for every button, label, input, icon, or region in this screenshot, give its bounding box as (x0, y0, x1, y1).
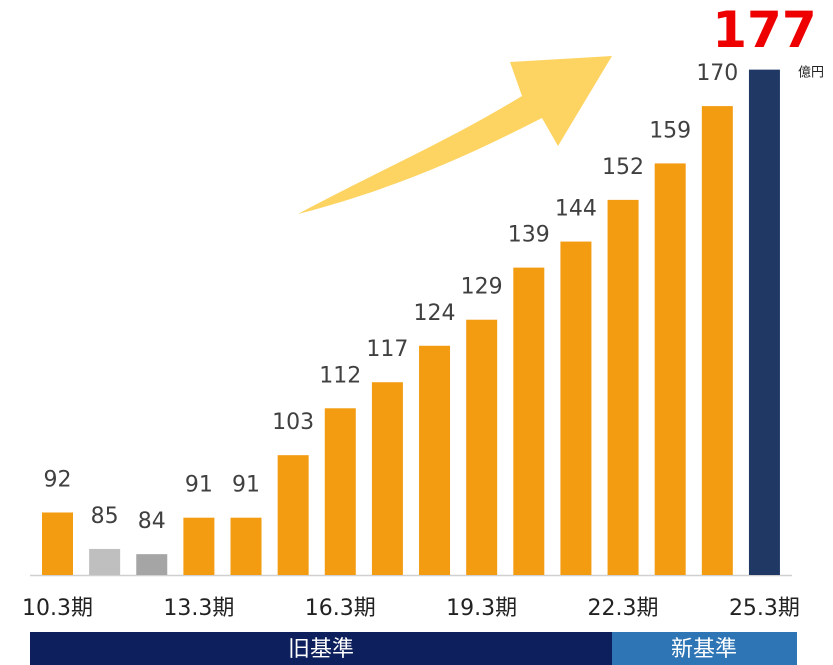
value-label: 85 (91, 504, 119, 529)
value-label: 144 (555, 197, 597, 222)
value-label: 103 (272, 410, 314, 435)
value-label-highlight: 177 (712, 1, 816, 59)
band-new-label: 新基準 (671, 637, 737, 662)
bar (371, 382, 403, 575)
unit-label: 億円 (798, 65, 824, 81)
value-label: 152 (602, 155, 644, 180)
band-new (612, 632, 797, 665)
value-label: 91 (185, 473, 213, 498)
value-label: 112 (319, 363, 361, 388)
x-tick-label: 16.3期 (305, 596, 376, 621)
value-label: 84 (138, 509, 166, 534)
bar (513, 267, 545, 575)
bar (277, 455, 309, 575)
x-tick-label: 19.3期 (446, 596, 517, 621)
bar (560, 241, 592, 575)
bar (136, 554, 168, 575)
value-label: 129 (461, 275, 503, 300)
bar (183, 517, 215, 575)
bar (701, 106, 733, 575)
bar (230, 517, 262, 575)
x-tick-label: 22.3期 (588, 596, 659, 621)
bar (89, 548, 121, 575)
x-tick-label: 25.3期 (729, 596, 800, 621)
bar (466, 319, 498, 575)
x-tick-label: 13.3期 (163, 596, 234, 621)
bar (607, 199, 639, 575)
band-old (30, 632, 612, 665)
bar (324, 408, 356, 575)
value-label: 92 (44, 467, 72, 492)
x-tick-label: 10.3期 (22, 596, 93, 621)
bar (42, 512, 73, 575)
value-label: 124 (414, 301, 456, 326)
value-label: 117 (366, 337, 408, 362)
value-label: 170 (696, 61, 738, 86)
growth-arrow (298, 56, 612, 214)
band-old-label: 旧基準 (288, 637, 354, 662)
bar (419, 345, 451, 575)
value-label: 139 (508, 223, 550, 248)
value-label: 91 (232, 473, 260, 498)
bar (748, 69, 780, 575)
bar (654, 163, 686, 575)
value-label: 159 (649, 118, 691, 143)
